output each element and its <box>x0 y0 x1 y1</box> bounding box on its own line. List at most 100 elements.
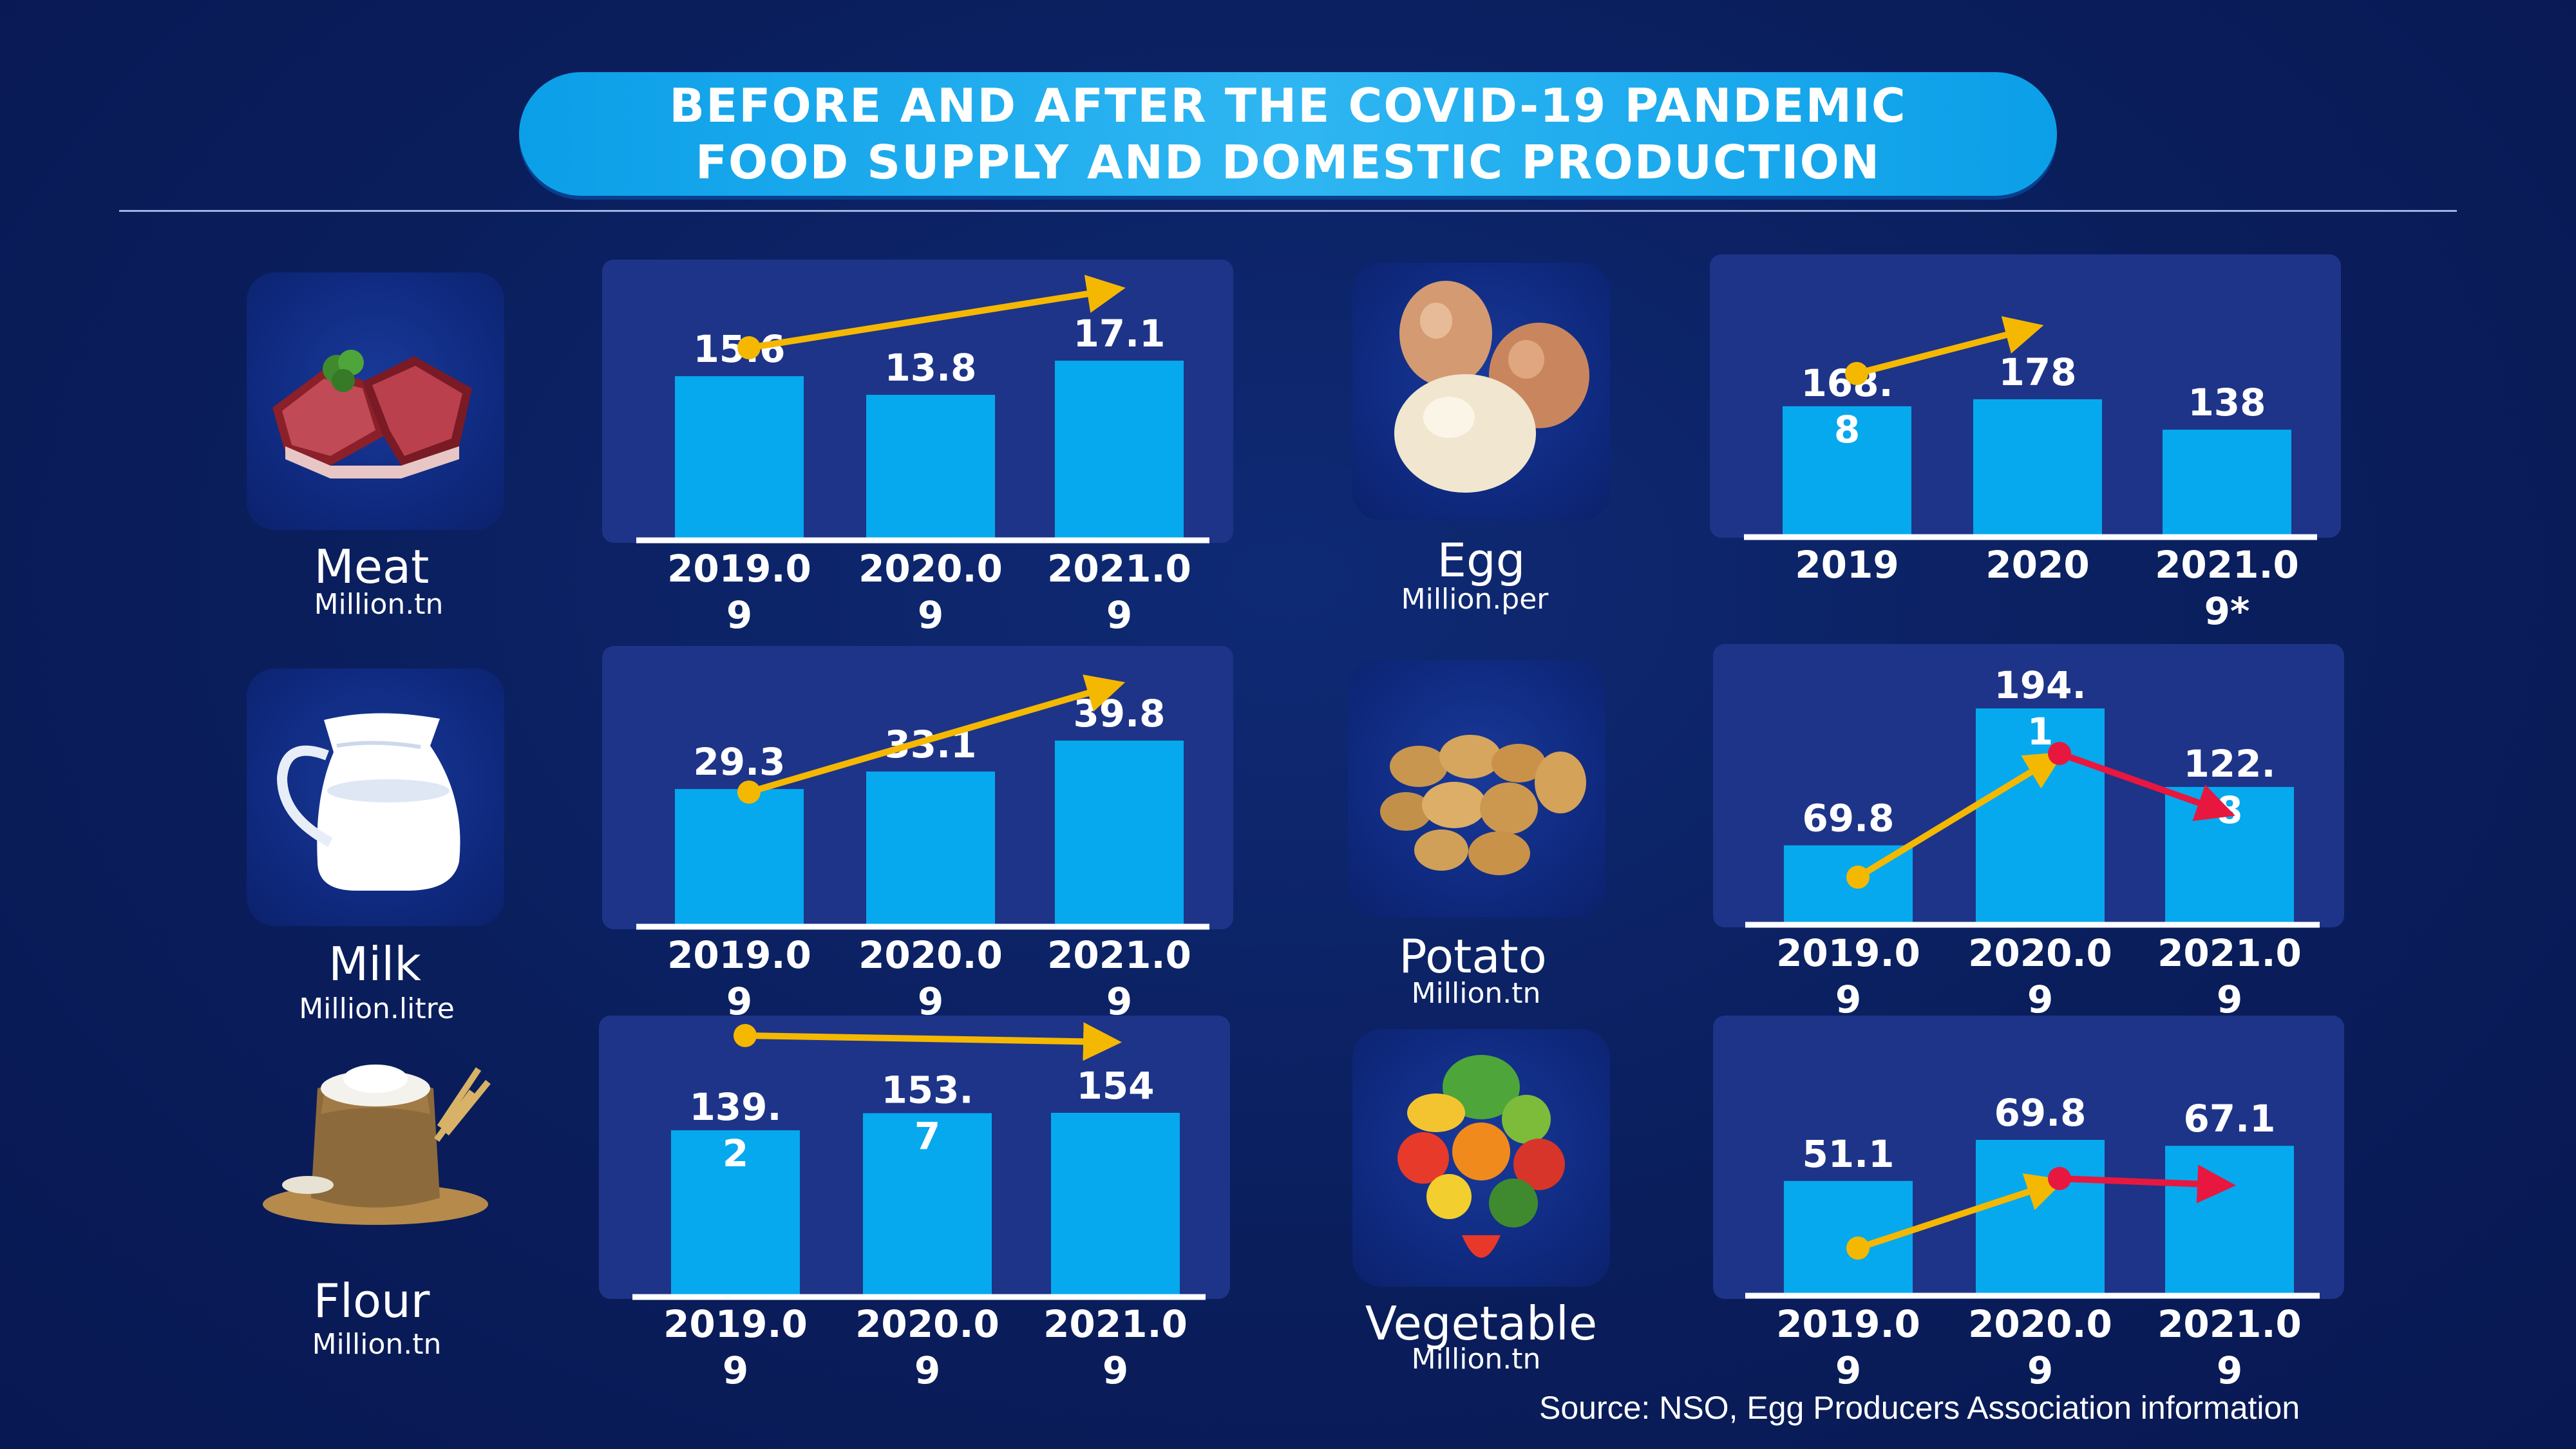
potato-value-label-2: 122. <box>2183 742 2275 786</box>
vegetable-tick-label-2: 9 <box>2217 1349 2242 1392</box>
vegetable-tick-label-0: 2019.0 <box>1776 1302 1920 1346</box>
potato-bar-1 <box>1976 708 2105 922</box>
vegetables-icon <box>1397 1055 1565 1258</box>
meat-tick-label-2: 2021.0 <box>1047 547 1191 591</box>
flour-sack-icon <box>263 1065 491 1225</box>
vegetable-tile <box>1352 1029 1610 1287</box>
flour-tick-label-0: 2019.0 <box>663 1302 808 1346</box>
meat-tick-label-1: 9 <box>918 593 943 637</box>
flour-trend-up-arrow <box>744 1022 1122 1061</box>
milk-tick-label-0: 2019.0 <box>667 933 811 977</box>
source-note: Source: NSO, Egg Producers Association i… <box>1539 1390 2300 1426</box>
flour-value-label-1: 7 <box>914 1115 940 1159</box>
milk-bar-1 <box>866 771 995 924</box>
flour-value-label-0: 139. <box>689 1085 781 1129</box>
potato-trend-down-arrow <box>2058 750 2235 821</box>
meat-tick-label-0: 9 <box>726 593 752 637</box>
title-line-2: FOOD SUPPLY AND DOMESTIC PRODUCTION <box>695 135 1881 189</box>
milk-unit: Million.litre <box>299 992 455 1025</box>
flour-unit: Million.tn <box>312 1328 442 1361</box>
egg-tick-label-2: 2021.0 <box>2155 543 2299 587</box>
potato-value-label-1: 1 <box>2027 710 2053 753</box>
meat-tile <box>247 272 504 530</box>
milk-value-label-2: 39.8 <box>1073 692 1165 735</box>
meat-value-label-1: 13.8 <box>884 346 976 390</box>
flour-tile <box>247 1030 504 1288</box>
egg-unit: Million.per <box>1401 583 1549 616</box>
potato-tick-label-0: 9 <box>1835 978 1861 1021</box>
flour-label: Flour <box>313 1274 430 1328</box>
potato-value-label-0: 69.8 <box>1802 797 1894 840</box>
egg-tick-label-1: 2020 <box>1985 543 2089 587</box>
vegetable-bar-1 <box>1976 1140 2105 1293</box>
vegetable-value-label-1: 69.8 <box>1994 1091 2086 1135</box>
flour-bar-0 <box>671 1130 800 1294</box>
egg-value-label-0: 8 <box>1834 408 1860 451</box>
potato-unit: Million.tn <box>1411 977 1541 1010</box>
meat-tick-label-2: 9 <box>1106 593 1132 637</box>
potato-value-label-1: 194. <box>1994 663 2086 707</box>
egg-icon <box>1394 281 1589 493</box>
vegetable-tick-label-1: 2020.0 <box>1968 1302 2112 1346</box>
meat-value-label-2: 17.1 <box>1073 312 1165 355</box>
egg-tick-label-0: 2019 <box>1795 543 1899 587</box>
vegetable-tick-label-2: 2021.0 <box>2157 1302 2302 1346</box>
meat-bar-2 <box>1055 361 1184 538</box>
potato-icon <box>1380 735 1586 875</box>
flour-tick-label-1: 9 <box>914 1349 940 1392</box>
vegetable-value-label-0: 51.1 <box>1802 1132 1894 1176</box>
flour-tick-label-2: 9 <box>1103 1349 1128 1392</box>
vegetable-trend-down-arrow <box>2059 1164 2236 1204</box>
potato-tick-label-1: 2020.0 <box>1968 931 2112 975</box>
vegetable-tick-label-0: 9 <box>1835 1349 1861 1392</box>
meat-trend-up-arrow <box>748 274 1126 351</box>
vegetable-unit: Million.tn <box>1411 1343 1541 1376</box>
egg-label: Egg <box>1437 533 1526 587</box>
header-divider <box>119 210 2457 212</box>
milk-bar-2 <box>1055 741 1184 924</box>
milk-tick-label-2: 2021.0 <box>1047 933 1191 977</box>
potato-tick-label-1: 9 <box>2027 978 2053 1021</box>
egg-tile <box>1352 263 1610 520</box>
milk-jug-icon <box>276 713 460 891</box>
milk-tile <box>247 668 504 926</box>
meat-tick-label-1: 2020.0 <box>858 547 1003 591</box>
title-line-1: BEFORE AND AFTER THE COVID-19 PANDEMIC <box>669 79 1907 133</box>
vegetable-label: Vegetable <box>1365 1296 1598 1350</box>
vegetable-value-label-2: 67.1 <box>2183 1097 2275 1141</box>
potato-tick-label-2: 2021.0 <box>2157 931 2302 975</box>
flour-tick-label-0: 9 <box>723 1349 748 1392</box>
flour-bar-1 <box>863 1113 992 1294</box>
egg-bar-1 <box>1973 399 2102 535</box>
egg-trend-up-arrow <box>1855 316 2044 377</box>
milk-bar-0 <box>675 789 804 924</box>
meat-unit: Million.tn <box>314 588 444 621</box>
egg-value-label-2: 138 <box>2188 381 2266 424</box>
flour-value-label-1: 153. <box>881 1068 973 1112</box>
milk-tick-label-1: 2020.0 <box>858 933 1003 977</box>
milk-value-label-0: 29.3 <box>693 740 785 784</box>
vegetable-bar-2 <box>2165 1146 2294 1293</box>
milk-trend-up-arrow <box>748 674 1126 795</box>
meat-tick-label-0: 2019.0 <box>667 547 811 591</box>
potato-tick-label-2: 9 <box>2217 978 2242 1021</box>
flour-bar-2 <box>1051 1113 1180 1294</box>
egg-value-label-1: 178 <box>1998 350 2076 394</box>
potato-trend-up-arrow <box>1856 752 2065 880</box>
vegetable-trend-up-arrow <box>1857 1173 2065 1251</box>
title-banner: BEFORE AND AFTER THE COVID-19 PANDEMIC F… <box>519 72 2057 196</box>
meat-bar-0 <box>675 376 804 538</box>
vegetable-tick-label-1: 9 <box>2027 1349 2053 1392</box>
meat-icon <box>272 350 472 478</box>
egg-tick-label-2: 9* <box>2204 589 2250 633</box>
flour-tick-label-2: 2021.0 <box>1043 1302 1188 1346</box>
potato-label: Potato <box>1399 929 1547 983</box>
flour-tick-label-1: 2020.0 <box>855 1302 999 1346</box>
flour-value-label-2: 154 <box>1076 1064 1154 1108</box>
meat-label: Meat <box>314 540 430 594</box>
milk-label: Milk <box>328 937 421 991</box>
egg-bar-0 <box>1783 406 1911 535</box>
potato-tile <box>1348 660 1605 918</box>
